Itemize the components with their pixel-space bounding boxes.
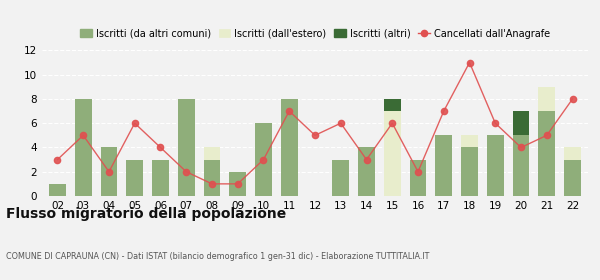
Bar (178, 99, 194, 196)
Bar (152, 160, 169, 196)
Bar (358, 148, 375, 196)
Bar (384, 111, 401, 196)
Bar (487, 135, 503, 196)
Bar (512, 135, 529, 196)
Bar (101, 148, 118, 196)
Bar (461, 135, 478, 148)
Bar (281, 99, 298, 196)
Legend: Iscritti (da altri comuni), Iscritti (dall'estero), Iscritti (altri), Cancellati: Iscritti (da altri comuni), Iscritti (da… (76, 25, 554, 43)
Bar (538, 111, 555, 196)
Text: Flusso migratorio della popolazione: Flusso migratorio della popolazione (6, 207, 286, 221)
Bar (203, 160, 220, 196)
Bar (512, 111, 529, 135)
Bar (255, 123, 272, 196)
Bar (203, 148, 220, 160)
Bar (384, 99, 401, 111)
Bar (564, 148, 581, 160)
Bar (75, 99, 92, 196)
Bar (564, 160, 581, 196)
Bar (461, 148, 478, 196)
Bar (49, 184, 66, 196)
Bar (538, 87, 555, 111)
Text: COMUNE DI CAPRAUNA (CN) - Dati ISTAT (bilancio demografico 1 gen-31 dic) - Elabo: COMUNE DI CAPRAUNA (CN) - Dati ISTAT (bi… (6, 252, 430, 261)
Bar (410, 160, 427, 196)
Bar (127, 160, 143, 196)
Bar (229, 172, 246, 196)
Bar (436, 135, 452, 196)
Bar (332, 160, 349, 196)
